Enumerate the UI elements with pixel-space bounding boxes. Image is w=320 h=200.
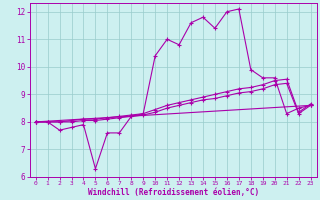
X-axis label: Windchill (Refroidissement éolien,°C): Windchill (Refroidissement éolien,°C)	[88, 188, 259, 197]
